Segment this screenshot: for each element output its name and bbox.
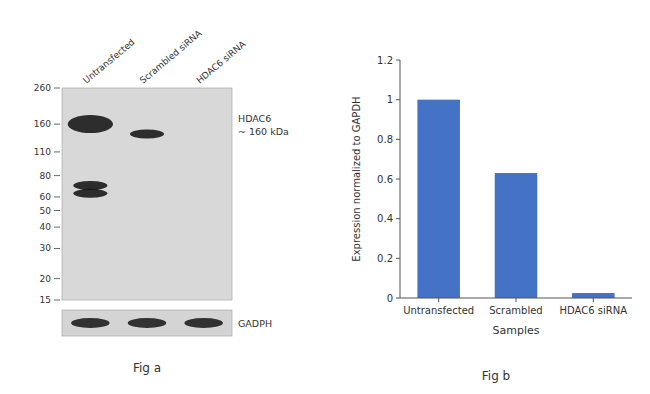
mw-tick xyxy=(54,196,60,197)
y-tick xyxy=(396,179,400,180)
figure: 26016011080605040302015UntransfectedScra… xyxy=(0,0,650,394)
x-tick xyxy=(438,298,439,302)
y-tick xyxy=(396,298,400,299)
y-tick xyxy=(396,258,400,259)
y-tick-label: 1 xyxy=(387,94,393,105)
loading-control-band xyxy=(184,318,223,328)
mw-tick xyxy=(54,88,60,89)
x-tick xyxy=(593,298,594,302)
mw-tick xyxy=(54,300,60,301)
annotation: HDAC6 xyxy=(238,113,271,124)
y-tick xyxy=(396,99,400,100)
band xyxy=(73,181,107,190)
loading-control-band xyxy=(128,318,167,328)
mw-tick xyxy=(54,227,60,228)
y-tick-label: 0.2 xyxy=(377,253,393,264)
lane-label: HDAC6 siRNA xyxy=(195,38,249,85)
loading-control-band xyxy=(71,318,110,328)
y-axis-label: Expression normalized to GAPDH xyxy=(351,96,362,261)
lane-label: Untransfected xyxy=(81,37,136,86)
mw-label: 20 xyxy=(40,274,52,284)
mw-label: 15 xyxy=(40,295,51,305)
mw-label: 110 xyxy=(34,147,51,157)
title: Fig a xyxy=(133,361,161,375)
band xyxy=(73,189,107,198)
mw-label: 60 xyxy=(40,192,52,202)
mw-label: 50 xyxy=(40,206,52,216)
title: Fig b xyxy=(482,369,510,383)
background xyxy=(0,0,650,394)
y-tick-label: 1.2 xyxy=(377,55,393,66)
mw-tick xyxy=(54,151,60,152)
mw-tick xyxy=(54,175,60,176)
mw-tick xyxy=(54,248,60,249)
y-tick-label: 0.8 xyxy=(377,134,393,145)
mw-label: 30 xyxy=(40,243,52,253)
mw-tick xyxy=(54,210,60,211)
mw-tick xyxy=(54,278,60,279)
x-tick-label: Untransfected xyxy=(403,305,474,316)
y-tick xyxy=(396,60,400,61)
annotation: GADPH xyxy=(238,318,272,329)
y-tick-label: 0.4 xyxy=(377,213,393,224)
bar-panel: 0 0.2 0.4 0.6 0.8 1 1.2 Untransfected Scrambled H… xyxy=(351,55,632,384)
band xyxy=(130,130,164,139)
mw-label: 260 xyxy=(34,83,51,93)
annotation: ~ 160 kDa xyxy=(238,126,289,137)
mw-tick xyxy=(54,124,60,125)
bar xyxy=(417,100,460,298)
blot-background xyxy=(62,88,232,300)
y-tick-label: 0 xyxy=(387,293,393,304)
mw-label: 80 xyxy=(40,171,52,181)
y-tick xyxy=(396,139,400,140)
y-tick xyxy=(396,218,400,219)
x-tick-label: Scrambled xyxy=(489,305,542,316)
band xyxy=(68,115,113,133)
bar xyxy=(495,173,538,298)
mw-label: 160 xyxy=(34,119,51,129)
lane-label: Scrambled siRNA xyxy=(138,28,204,86)
loading-control-background xyxy=(62,310,232,336)
x-tick xyxy=(516,298,517,302)
bar xyxy=(572,293,615,298)
mw-label: 40 xyxy=(40,222,52,232)
x-tick-label: HDAC6 siRNA xyxy=(560,305,628,316)
bands xyxy=(68,115,164,198)
blot-panel: 260 160 110 80 60 50 40 30 20 15 UntransfectedScra… xyxy=(34,28,289,375)
x-axis-label: Samples xyxy=(493,324,540,337)
bars xyxy=(417,100,614,298)
y-tick-label: 0.6 xyxy=(377,174,393,185)
